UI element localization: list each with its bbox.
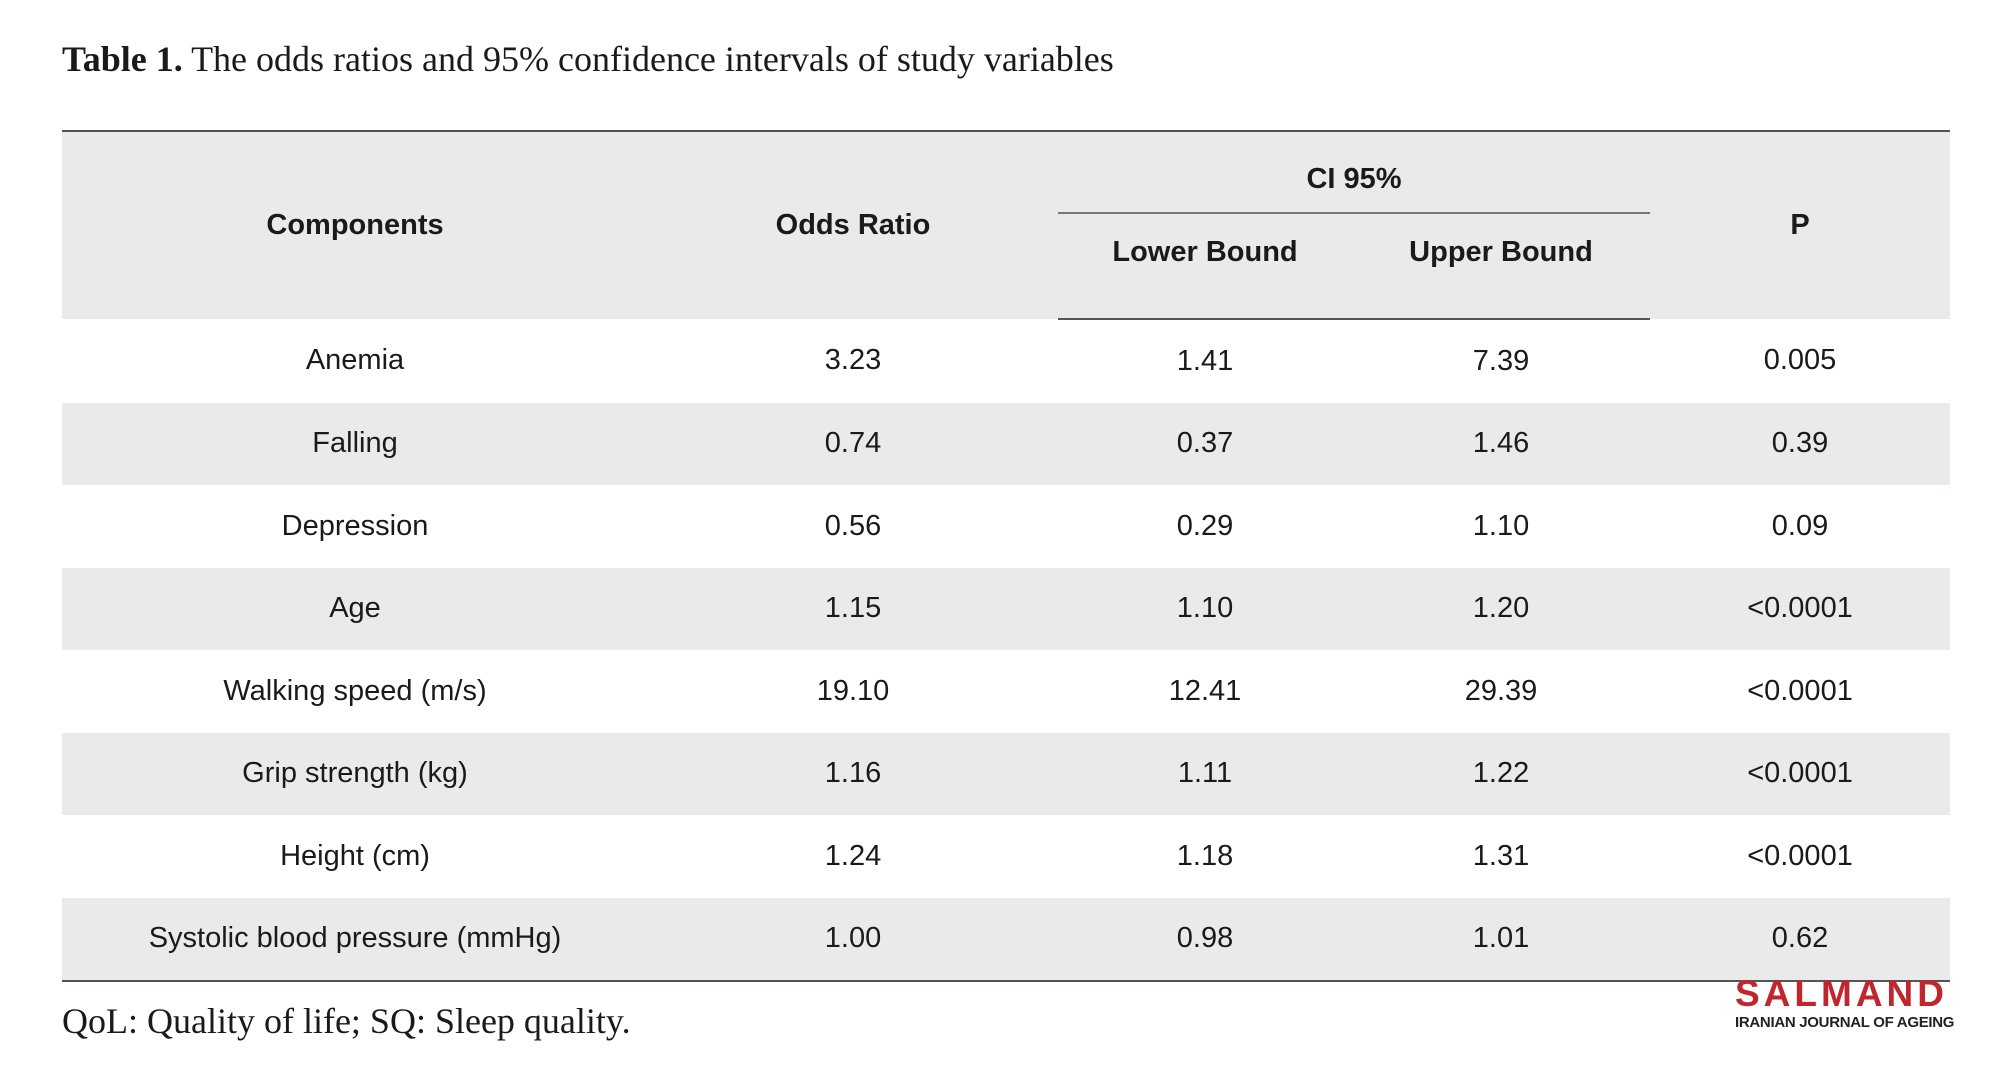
table-row: Age 1.15 1.10 1.20 <0.0001 <box>62 567 1951 650</box>
cell-p: 0.39 <box>1650 402 1951 485</box>
cell-component: Grip strength (kg) <box>62 732 648 815</box>
table-row: Height (cm) 1.24 1.18 1.31 <0.0001 <box>62 815 1950 898</box>
cell-component: Age <box>62 567 648 650</box>
table-row: Systolic blood pressure (mmHg) 1.00 0.98… <box>62 897 1951 982</box>
logo-subtitle: IRANIAN JOURNAL OF AGEING <box>1735 1014 1955 1031</box>
cell-lower-bound: 1.41 <box>1176 344 1234 377</box>
cell-upper-bound: 29.39 <box>1464 674 1538 707</box>
cell-upper-bound: 1.01 <box>1352 897 1651 982</box>
cell-upper-bound: 7.39 <box>1472 344 1530 377</box>
header-lower-bound: Lower Bound <box>1058 214 1352 320</box>
cell-p: <0.0001 <box>1650 567 1951 650</box>
cell-lower-bound: 0.29 <box>1176 509 1234 542</box>
journal-logo: SALMAND IRANIAN JOURNAL OF AGEING <box>1735 973 1955 1034</box>
table-caption: Table 1. The odds ratios and 95% confide… <box>62 38 1114 80</box>
table-row: Falling 0.74 0.37 1.46 0.39 <box>62 402 1951 485</box>
header-components: Components <box>62 130 648 319</box>
header-ci-label: CI 95% <box>1306 163 1402 195</box>
cell-component: Falling <box>62 402 648 485</box>
cell-upper-bound: 1.22 <box>1352 732 1651 815</box>
cell-odds-ratio: 1.16 <box>648 732 1058 815</box>
table-row: Anemia 3.23 1.41 7.39 0.005 <box>62 319 1950 403</box>
cell-upper-bound: 1.31 <box>1472 839 1530 872</box>
cell-lower-bound: 0.37 <box>1058 402 1352 485</box>
odds-ratio-table: Components Odds Ratio CI 95% P Lower Bou… <box>62 130 1951 982</box>
cell-p: <0.0001 <box>1747 674 1853 707</box>
cell-p: 0.09 <box>1771 509 1829 542</box>
cell-lower-bound: 1.11 <box>1058 732 1352 815</box>
cell-p: 0.62 <box>1650 897 1951 982</box>
table-row: Walking speed (m/s) 19.10 12.41 29.39 <0… <box>62 650 1950 733</box>
cell-odds-ratio: 19.10 <box>816 674 890 707</box>
cell-odds-ratio: 0.56 <box>824 509 882 542</box>
cell-p: 0.005 <box>1763 344 1837 377</box>
table-header: Components Odds Ratio CI 95% P Lower Bou… <box>62 130 1951 320</box>
cell-lower-bound: 1.10 <box>1058 567 1352 650</box>
cell-lower-bound: 0.98 <box>1058 897 1352 982</box>
header-upper-bound: Upper Bound <box>1352 214 1651 320</box>
cell-odds-ratio: 1.24 <box>824 839 882 872</box>
cell-component: Walking speed (m/s) <box>223 674 487 707</box>
header-odds-ratio: Odds Ratio <box>648 130 1058 319</box>
header-ci-group: CI 95% <box>1058 130 1651 214</box>
caption-text: The odds ratios and 95% confidence inter… <box>182 39 1114 79</box>
cell-odds-ratio: 1.15 <box>648 567 1058 650</box>
table-row: Depression 0.56 0.29 1.10 0.09 <box>62 485 1950 568</box>
cell-component: Depression <box>281 509 429 542</box>
cell-p: <0.0001 <box>1650 732 1951 815</box>
cell-p: <0.0001 <box>1747 839 1853 872</box>
caption-label: Table 1. <box>62 39 183 79</box>
cell-component: Height (cm) <box>280 839 430 872</box>
cell-odds-ratio: 1.00 <box>648 897 1058 982</box>
header-p: P <box>1650 130 1951 319</box>
cell-upper-bound: 1.10 <box>1472 509 1530 542</box>
cell-lower-bound: 12.41 <box>1168 674 1242 707</box>
cell-odds-ratio: 3.23 <box>824 344 882 377</box>
cell-lower-bound: 1.18 <box>1176 839 1234 872</box>
cell-upper-bound: 1.20 <box>1352 567 1651 650</box>
header-ci-divider <box>1058 212 1651 214</box>
table-footnote: QoL: Quality of life; SQ: Sleep quality. <box>62 1001 631 1041</box>
logo-name: SALMAND <box>1735 973 1948 1014</box>
table-body: Anemia 3.23 1.41 7.39 0.005 Falling 0.74… <box>62 319 1951 982</box>
table-row: Grip strength (kg) 1.16 1.11 1.22 <0.000… <box>62 732 1951 815</box>
cell-odds-ratio: 0.74 <box>648 402 1058 485</box>
cell-upper-bound: 1.46 <box>1352 402 1651 485</box>
cell-component: Anemia <box>305 344 405 377</box>
cell-component: Systolic blood pressure (mmHg) <box>62 897 648 982</box>
